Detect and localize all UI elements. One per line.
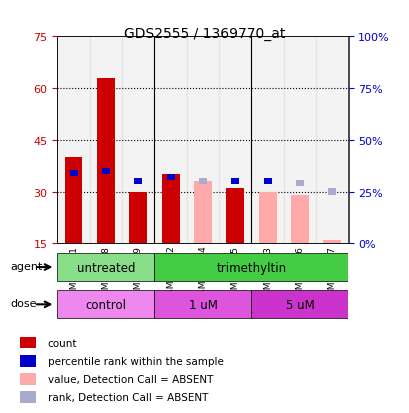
Text: count: count bbox=[47, 338, 77, 348]
Bar bbox=[251, 291, 348, 318]
Bar bbox=[154, 254, 348, 281]
Bar bbox=[258, 192, 276, 244]
Bar bbox=[70, 170, 77, 177]
Bar bbox=[20, 392, 36, 403]
Text: value, Detection Call = ABSENT: value, Detection Call = ABSENT bbox=[47, 374, 212, 384]
Bar bbox=[290, 195, 308, 244]
Bar bbox=[90, 37, 122, 244]
Bar bbox=[20, 337, 36, 349]
Bar bbox=[134, 179, 142, 185]
Bar bbox=[154, 291, 251, 318]
Bar bbox=[166, 174, 174, 181]
Bar bbox=[57, 291, 154, 318]
Bar bbox=[328, 189, 335, 195]
Bar bbox=[323, 240, 340, 244]
Bar bbox=[97, 78, 115, 244]
Bar bbox=[122, 37, 154, 244]
Bar bbox=[154, 37, 187, 244]
Bar bbox=[251, 37, 283, 244]
Text: dose: dose bbox=[10, 299, 37, 309]
Text: 1 uM: 1 uM bbox=[188, 298, 217, 311]
Text: rank, Detection Call = ABSENT: rank, Detection Call = ABSENT bbox=[47, 392, 207, 402]
Text: 5 uM: 5 uM bbox=[285, 298, 314, 311]
Bar bbox=[315, 37, 348, 244]
Bar bbox=[161, 175, 179, 244]
Bar bbox=[218, 37, 251, 244]
Text: percentile rank within the sample: percentile rank within the sample bbox=[47, 356, 223, 366]
Bar bbox=[57, 37, 90, 244]
Bar bbox=[57, 254, 154, 281]
Bar bbox=[198, 179, 207, 185]
Bar bbox=[102, 169, 110, 174]
Bar bbox=[129, 192, 147, 244]
Bar bbox=[65, 158, 82, 244]
Bar bbox=[263, 179, 271, 185]
Text: trimethyltin: trimethyltin bbox=[216, 261, 286, 274]
Bar bbox=[20, 355, 36, 367]
Bar bbox=[231, 179, 239, 185]
Bar bbox=[20, 373, 36, 385]
Bar bbox=[226, 189, 244, 244]
Bar bbox=[283, 37, 315, 244]
Text: untreated: untreated bbox=[76, 261, 135, 274]
Bar bbox=[193, 182, 211, 244]
Text: agent: agent bbox=[10, 261, 43, 271]
Text: control: control bbox=[85, 298, 126, 311]
Text: GDS2555 / 1369770_at: GDS2555 / 1369770_at bbox=[124, 27, 285, 41]
Bar bbox=[187, 37, 218, 244]
Bar bbox=[295, 181, 303, 187]
